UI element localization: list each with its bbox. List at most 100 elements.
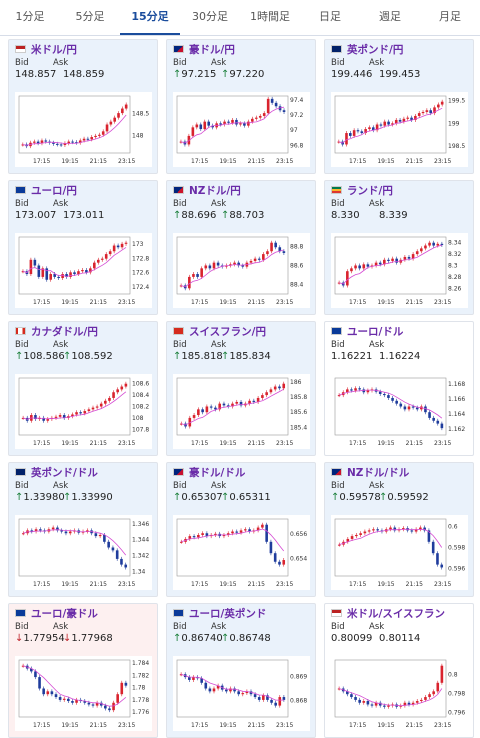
pair-name[interactable]: 米ドル/スイスフラン	[347, 607, 446, 620]
ask-price: 108.592	[71, 351, 113, 362]
rate-card[interactable]: ユーロ/英ポンド Bid Ask ↑0.86740 ↑0.86748 0.868…	[166, 603, 316, 738]
candle	[120, 682, 124, 695]
candle	[33, 259, 37, 266]
candle	[421, 111, 425, 114]
x-tick-label: 19:15	[377, 299, 394, 306]
pair-name[interactable]: NZドル/円	[189, 184, 241, 197]
pair-name[interactable]: NZドル/ドル	[347, 466, 410, 479]
candle	[30, 530, 34, 532]
rate-card[interactable]: 米ドル/円 Bid Ask 148.857 148.859 148 148.5 17…	[8, 39, 158, 174]
bid-arrow-icon: ↑	[15, 492, 24, 503]
x-tick-label: 23:15	[434, 581, 451, 588]
price-chart: 1.776 1.778 1.78 1.782 1.784 17:15 19:15 21:15 2…	[15, 656, 152, 731]
y-tick-label: 199.5	[448, 98, 465, 105]
y-tick-label: 8.3	[448, 263, 458, 270]
candle	[356, 130, 360, 132]
candle	[244, 529, 247, 531]
tab-5[interactable]: 日足	[319, 10, 341, 23]
price-chart: 1.162 1.164 1.166 1.168 17:15 19:15 21:15 23:15	[331, 374, 468, 449]
y-tick-label: 88.6	[290, 263, 304, 270]
y-tick-label: 8.32	[448, 251, 462, 258]
rate-card[interactable]: 豪ドル/ドル Bid Ask ↑0.65307 ↑0.65311 0.654 0.…	[166, 462, 316, 597]
x-tick-label: 19:15	[219, 581, 236, 588]
candle	[274, 242, 277, 248]
pair-name[interactable]: スイスフラン/円	[189, 325, 267, 338]
pair-name[interactable]: ユーロ/ドル	[347, 325, 404, 338]
flag-icon	[15, 468, 26, 476]
bid-arrow-icon: ↓	[15, 633, 24, 644]
candle	[223, 121, 226, 125]
candle	[282, 110, 286, 112]
tab-0[interactable]: 1分足	[15, 10, 45, 23]
candle	[192, 536, 196, 538]
candle	[200, 678, 203, 683]
pair-name[interactable]: 豪ドル/円	[189, 43, 235, 56]
rate-card[interactable]: NZドル/円 Bid Ask ↑88.696 ↑88.703 88.4 88.6 8…	[166, 180, 316, 315]
rate-card[interactable]: ユーロ/円 Bid Ask 173.007 173.011 172.4 172.6…	[8, 180, 158, 315]
candle	[395, 400, 398, 404]
tab-6[interactable]: 週足	[379, 10, 401, 23]
bid-price: 0.80099	[331, 633, 373, 644]
bid-arrow-icon: ↑	[173, 351, 182, 362]
candle	[415, 251, 419, 255]
moving-average-line	[181, 528, 285, 552]
bid-label: Bid	[15, 622, 29, 632]
candle	[278, 697, 282, 706]
pair-name[interactable]: 英ポンド/ドル	[31, 466, 98, 479]
pair-name[interactable]: ユーロ/豪ドル	[31, 607, 98, 620]
price-chart: 0.868 0.869 17:15 19:15 21:15 23:15	[173, 656, 310, 731]
rate-card[interactable]: カナダドル/円 Bid Ask ↑108.586 ↑108.592 107.8 1…	[8, 321, 158, 456]
ask-price: 185.834	[229, 351, 271, 362]
pair-name[interactable]: ユーロ/円	[31, 184, 77, 197]
candle	[247, 121, 250, 126]
ask-arrow-icon: ↑	[63, 492, 72, 503]
rate-card[interactable]: ユーロ/豪ドル Bid Ask ↓1.77954 ↓1.77968 1.776 1…	[8, 603, 158, 738]
pair-name[interactable]: カナダドル/円	[31, 325, 98, 338]
x-tick-label: 23:15	[118, 581, 135, 588]
candle	[349, 133, 352, 136]
candle	[62, 415, 66, 418]
candle	[68, 531, 72, 534]
candle	[337, 688, 341, 690]
y-tick-label: 1.344	[132, 537, 149, 544]
candle	[265, 392, 268, 396]
rate-card[interactable]: スイスフラン/円 Bid Ask ↑185.818 ↑185.834 185.4…	[166, 321, 316, 456]
rate-card[interactable]: 英ポンド/円 Bid Ask 199.446 199.453 198.5 199 1…	[324, 39, 474, 174]
flag-icon	[173, 45, 184, 53]
candle	[21, 144, 25, 146]
pair-name[interactable]: 米ドル/円	[31, 43, 77, 56]
ask-price: 0.65311	[229, 492, 271, 503]
candle	[372, 529, 375, 531]
rate-card[interactable]: 豪ドル/円 Bid Ask ↑97.215 ↑97.220 96.8 97 97.2…	[166, 39, 316, 174]
tab-7[interactable]: 月足	[439, 10, 461, 23]
rate-card[interactable]: 英ポンド/ドル Bid Ask ↑1.33980 ↑1.33990 1.34 1.…	[8, 462, 158, 597]
tab-1[interactable]: 5分足	[75, 10, 105, 23]
x-tick-label: 19:15	[61, 440, 78, 447]
pair-name[interactable]: ランド/円	[347, 184, 393, 197]
pair-name[interactable]: ユーロ/英ポンド	[189, 607, 267, 620]
pair-name[interactable]: 英ポンド/円	[347, 43, 404, 56]
x-tick-label: 19:15	[61, 299, 78, 306]
candle	[50, 691, 54, 695]
rate-card[interactable]: NZドル/ドル Bid Ask ↑0.59578 ↑0.59592 0.596 0…	[324, 462, 474, 597]
candle	[407, 406, 411, 410]
candle	[261, 395, 264, 398]
candle	[233, 688, 236, 692]
moving-average-line	[180, 106, 285, 144]
y-tick-label: 8.28	[448, 274, 462, 281]
rate-card[interactable]: ランド/円 Bid Ask 8.330 8.339 8.26 8.28 8.3 8.3…	[324, 180, 474, 315]
tab-4[interactable]: 1時間足	[250, 10, 290, 23]
bid-price: 199.446	[331, 69, 373, 80]
x-tick-label: 17:15	[33, 581, 50, 588]
candle	[354, 388, 357, 391]
candle	[90, 137, 94, 140]
ask-label: Ask	[211, 340, 227, 350]
pair-name[interactable]: 豪ドル/ドル	[189, 466, 246, 479]
y-tick-label: 1.346	[132, 521, 149, 528]
candle	[225, 689, 228, 692]
tab-3[interactable]: 30分足	[192, 10, 228, 23]
candle	[258, 115, 262, 118]
tab-2[interactable]: 15分足	[120, 0, 180, 35]
rate-card[interactable]: ユーロ/ドル Bid Ask 1.16221 1.16224 1.162 1.16…	[324, 321, 474, 456]
rate-card[interactable]: 米ドル/スイスフラン Bid Ask 0.80099 0.80114 0.796…	[324, 603, 474, 738]
